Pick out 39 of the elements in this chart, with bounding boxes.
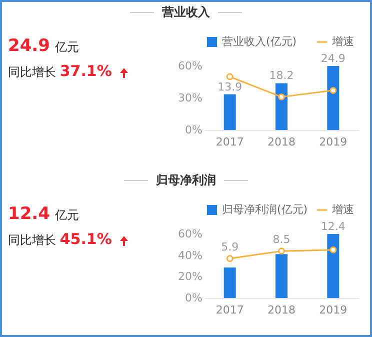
point <box>330 246 337 254</box>
y-tick-label: 60% <box>178 228 202 240</box>
y-tick-label: 0% <box>185 124 202 136</box>
text: 营业收入 <box>162 5 210 19</box>
text: 24.9 <box>8 36 50 56</box>
point <box>278 93 285 100</box>
x-tick-label: 2019 <box>319 136 348 148</box>
data-label: 13.9 <box>218 80 242 94</box>
y-tick-label: 0% <box>185 292 202 304</box>
data-label: 8.5 <box>272 233 290 246</box>
legend-label: 增速 <box>331 35 354 48</box>
text: 亿元 <box>55 40 80 54</box>
x-tick-label: 2019 <box>319 304 348 316</box>
x-tick-label: 2017 <box>216 136 244 148</box>
text: 归母净利润 <box>156 173 216 187</box>
legend-label: 营业收入(亿元) <box>222 35 297 48</box>
y-tick-label: 40% <box>178 248 202 262</box>
data-label: 12.4 <box>320 220 346 233</box>
legend-label: 增速 <box>331 203 354 216</box>
text: 同比增长 <box>8 65 56 79</box>
text: 同比增长 <box>8 233 56 247</box>
point <box>226 255 234 262</box>
data-label: 18.2 <box>269 69 294 82</box>
point <box>278 248 285 255</box>
data-label: 5.9 <box>221 240 239 254</box>
legend-label: 归母净利润(亿元) <box>222 203 308 216</box>
data-label: 24.9 <box>320 52 346 65</box>
x-tick-label: 2018 <box>268 304 296 316</box>
text: 37.1% <box>60 62 112 80</box>
point <box>330 86 337 94</box>
y-tick-label: 30% <box>178 92 202 104</box>
text: 亿元 <box>55 208 80 222</box>
point <box>226 73 234 80</box>
text: 12.4 <box>8 204 50 224</box>
y-tick-label: 60% <box>178 60 202 72</box>
x-tick-label: 2017 <box>216 304 244 316</box>
y-tick-label: 20% <box>178 270 202 284</box>
text: 45.1% <box>60 230 112 248</box>
x-tick-label: 2018 <box>268 136 296 148</box>
